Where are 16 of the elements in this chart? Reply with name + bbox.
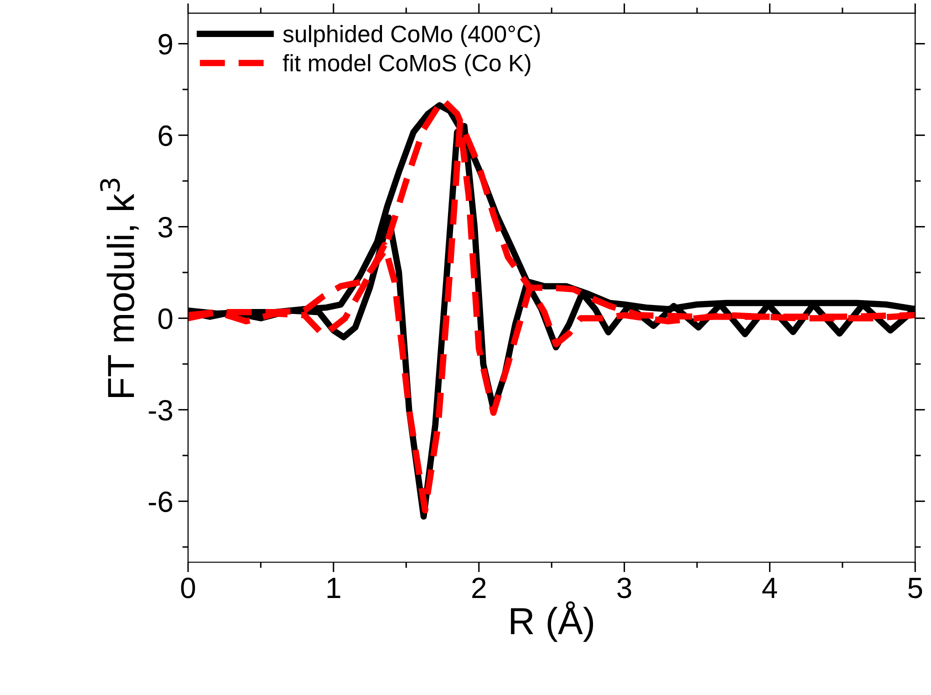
y-tick-label: -6 (148, 491, 172, 512)
y-axis-title: FT moduli, k$^{3}$ (100, 178, 139, 397)
x-tick-label: 0 (181, 578, 196, 598)
y-tick-label: -3 (148, 400, 172, 421)
x-axis-title: R (Å) (510, 601, 594, 642)
y-tick-label: 6 (158, 125, 172, 146)
x-tick-label: 1 (328, 578, 340, 598)
x-tick-label: 5 (908, 578, 922, 598)
x-tick-label: 3 (617, 578, 632, 598)
y-tick-label: 0 (158, 308, 172, 330)
x-tick-label: 2 (472, 578, 486, 598)
y-tick-label: 9 (158, 34, 172, 55)
legend-label: fit model CoMoS (Co K) (282, 54, 530, 76)
legend-label: sulphided CoMo (400°C) (283, 25, 540, 48)
y-tick-label: 3 (158, 216, 172, 238)
x-tick-label: 4 (762, 578, 778, 598)
